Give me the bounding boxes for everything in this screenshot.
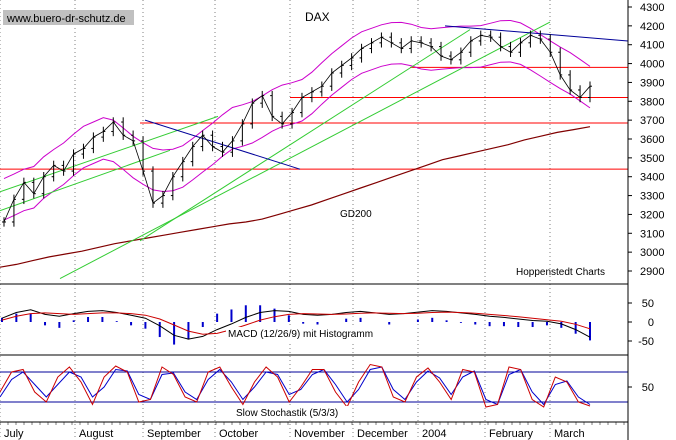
price-panel <box>0 19 629 279</box>
stochastic-label: Slow Stochastik (5/3/3) <box>236 408 338 419</box>
macd-signal-line <box>1 311 591 335</box>
macd-panel <box>1 305 591 345</box>
price-y-tick-label: 3500 <box>640 153 664 165</box>
price-y-tick-label: 3800 <box>640 96 664 108</box>
watermark-text: www.buero-dr-schutz.de <box>6 13 126 25</box>
green-trendline <box>59 21 551 279</box>
x-axis-month-label: 2004 <box>422 428 446 440</box>
stoch-k-line <box>0 363 591 408</box>
stoch-label-bg <box>233 406 349 419</box>
price-y-tick-label: 4300 <box>640 2 664 14</box>
x-axis-month-label: November <box>294 428 345 440</box>
green-trendline <box>0 115 219 193</box>
price-y-tick-label: 3600 <box>640 134 664 146</box>
price-y-tick-label: 3100 <box>640 228 664 240</box>
upper-band-line <box>3 19 591 180</box>
price-y-tick-label: 4000 <box>640 59 664 71</box>
price-y-tick-label: 3700 <box>640 115 664 127</box>
x-axis-month-label: September <box>147 428 201 440</box>
macd-y-tick-label: -50 <box>638 336 654 348</box>
x-axis-month-label: October <box>219 428 258 440</box>
x-axis-month-label: December <box>357 428 408 440</box>
source-note: Hoppenstedt Charts <box>516 267 605 278</box>
stoch-y-tick-label: 50 <box>642 382 654 394</box>
x-axis-month-label: August <box>79 428 113 440</box>
price-y-tick-label: 3400 <box>640 172 664 184</box>
lower-band-line <box>3 61 591 221</box>
price-y-tick-label: 2900 <box>640 266 664 278</box>
chart-title: DAX <box>305 10 330 24</box>
macd-y-tick-label: 0 <box>648 317 654 329</box>
grid-layer <box>0 0 551 440</box>
price-y-tick-label: 3300 <box>640 191 664 203</box>
price-y-tick-label: 4200 <box>640 21 664 33</box>
stochastic-panel <box>0 363 628 408</box>
ma200-label: GD200 <box>340 209 372 220</box>
green-trendline <box>139 29 471 242</box>
price-y-tick-label: 3900 <box>640 77 664 89</box>
green-trendline <box>0 149 171 212</box>
ma200-line <box>0 126 591 268</box>
close-line <box>3 34 591 223</box>
x-axis-month-label: March <box>554 428 585 440</box>
macd-label: MACD (12/26/9) mit Histogramm <box>228 329 373 340</box>
macd-line <box>1 309 591 340</box>
macd-label-bg <box>226 327 402 341</box>
price-y-tick-label: 3000 <box>640 247 664 259</box>
watermark-box <box>3 10 134 25</box>
x-axis-month-label: February <box>489 428 534 440</box>
macd-y-tick-label: 50 <box>642 298 654 310</box>
x-axis-month-label: July <box>4 428 24 440</box>
price-y-tick-label: 4100 <box>640 40 664 52</box>
blue-trendline <box>444 25 629 42</box>
price-y-tick-label: 3200 <box>640 209 664 221</box>
